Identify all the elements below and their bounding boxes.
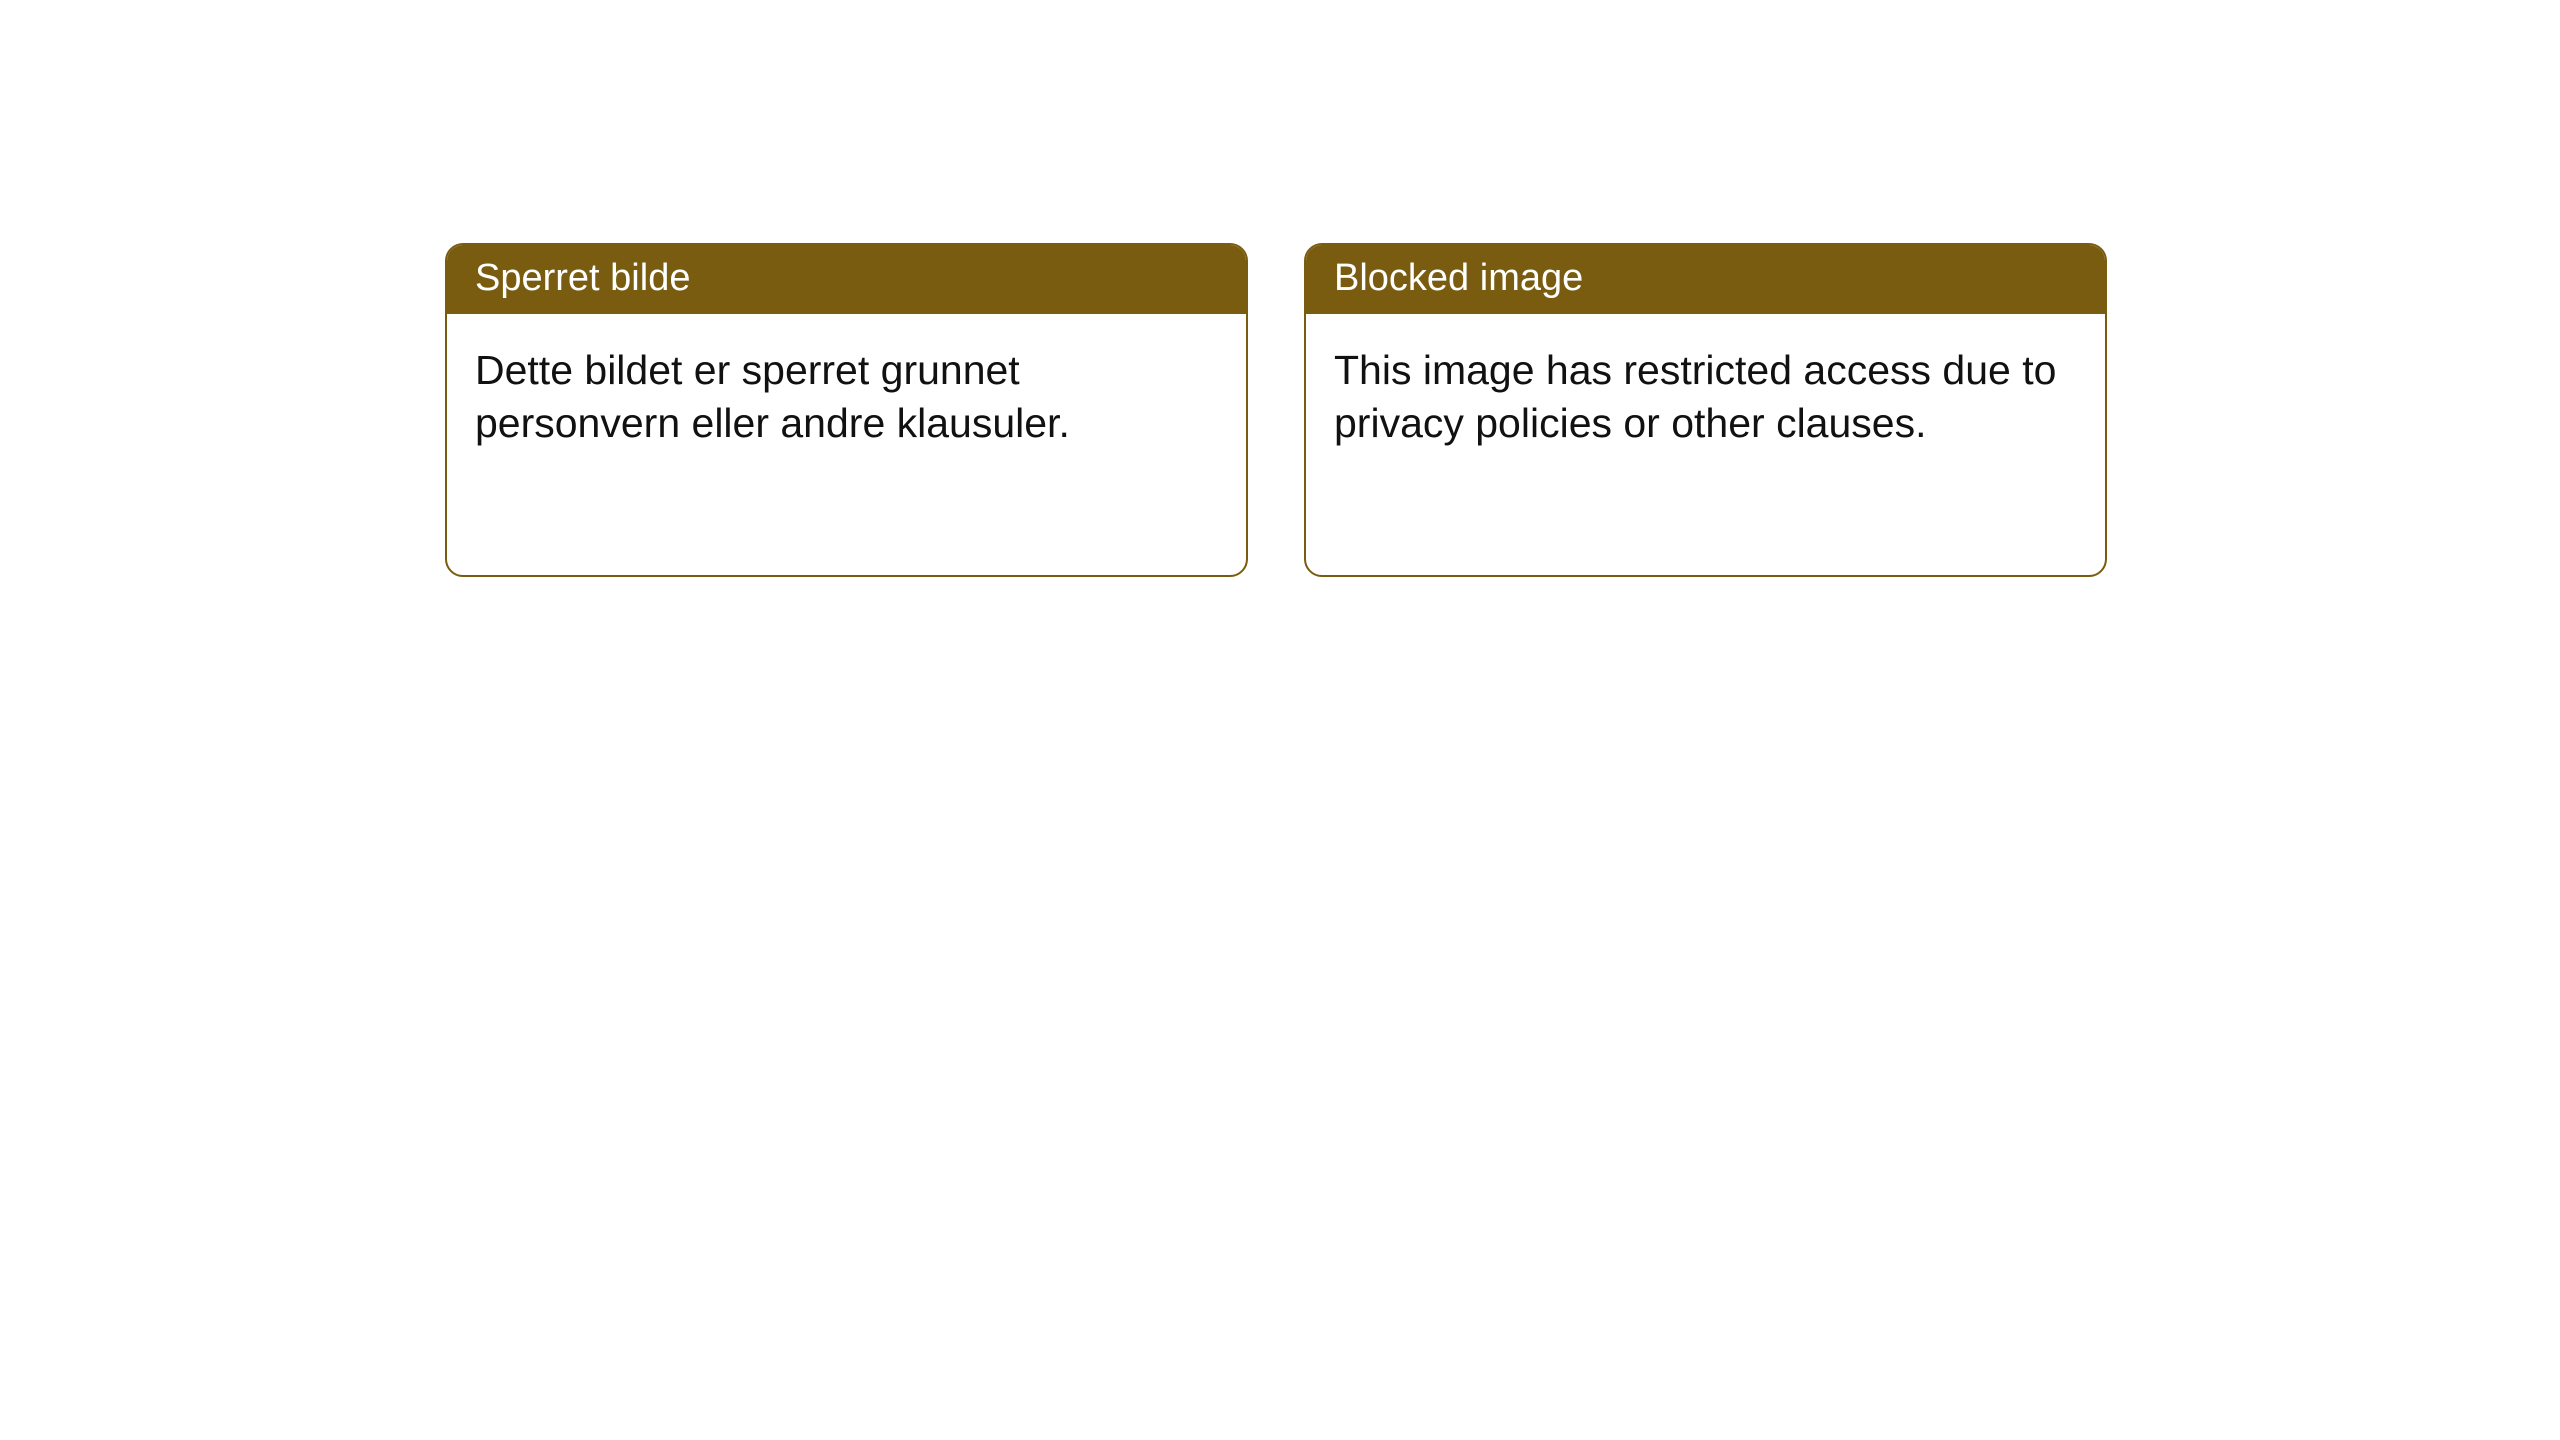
- notice-card-en: Blocked image This image has restricted …: [1304, 243, 2107, 577]
- notice-container: Sperret bilde Dette bildet er sperret gr…: [445, 243, 2107, 577]
- notice-title-en: Blocked image: [1306, 245, 2105, 314]
- notice-body-no: Dette bildet er sperret grunnet personve…: [447, 314, 1246, 479]
- notice-body-en: This image has restricted access due to …: [1306, 314, 2105, 479]
- notice-title-no: Sperret bilde: [447, 245, 1246, 314]
- notice-card-no: Sperret bilde Dette bildet er sperret gr…: [445, 243, 1248, 577]
